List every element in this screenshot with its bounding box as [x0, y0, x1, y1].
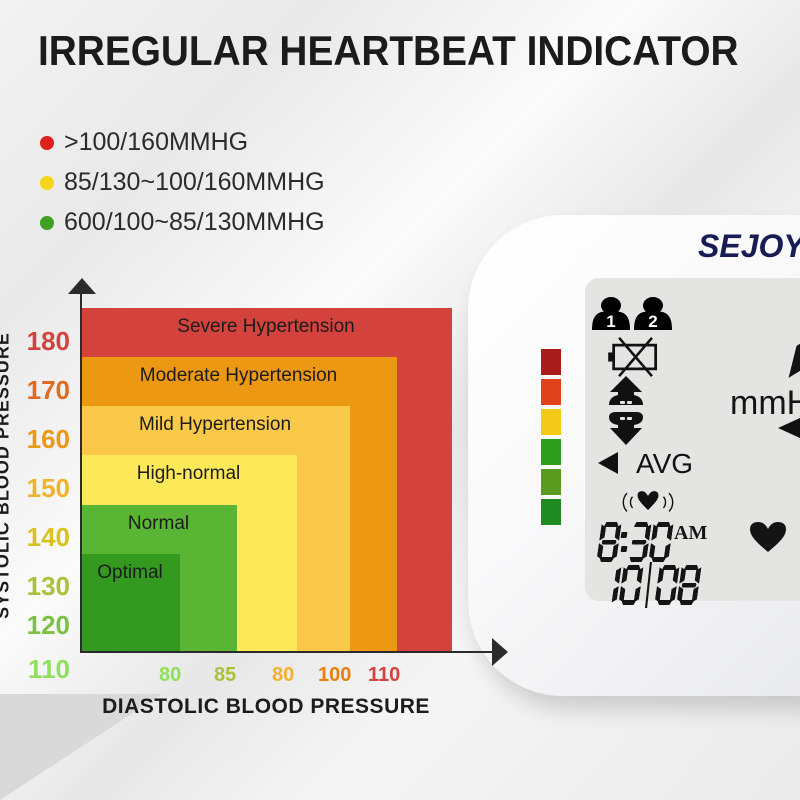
svg-text:1: 1 — [606, 312, 615, 331]
svg-text:2: 2 — [648, 312, 657, 331]
